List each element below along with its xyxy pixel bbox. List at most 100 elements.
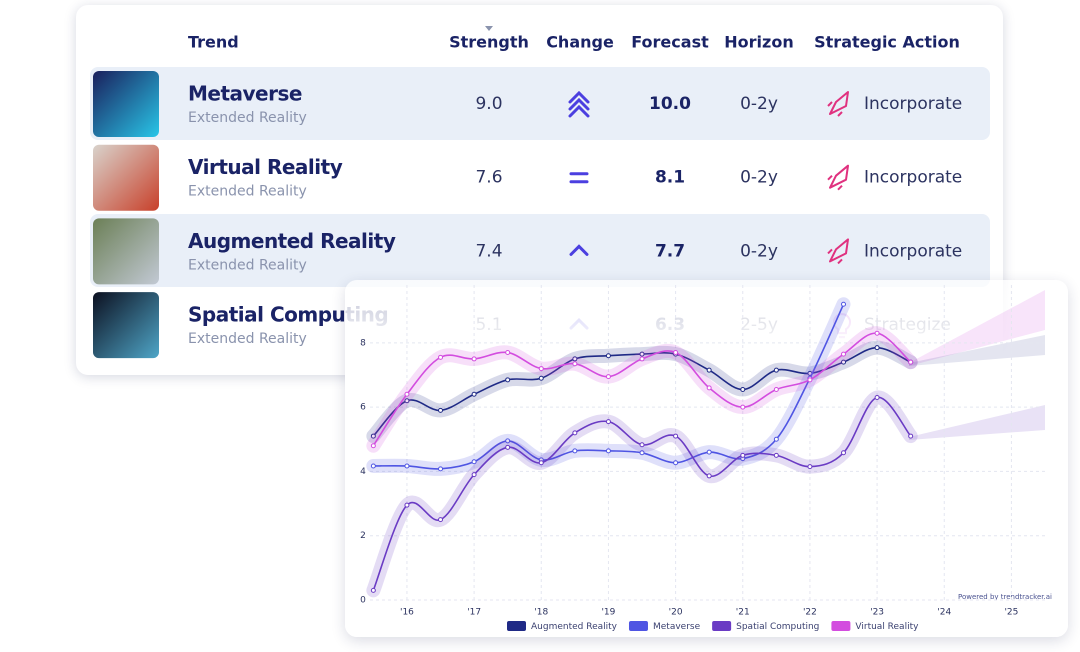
chart-card: [345, 280, 1068, 637]
trend-thumbnail: [93, 292, 159, 359]
data-point: [538, 366, 544, 372]
x-tick-label: '19: [601, 608, 615, 618]
data-point: [908, 433, 914, 439]
data-point: [404, 398, 410, 404]
data-point: [673, 460, 679, 466]
change-icon: [568, 90, 590, 118]
rocket-icon: [827, 91, 849, 117]
x-tick-label: '24: [937, 608, 951, 618]
data-point: [807, 377, 813, 383]
legend-swatch: [507, 621, 526, 631]
x-tick-label: '18: [534, 608, 548, 618]
x-tick-label: '17: [467, 608, 481, 618]
data-point: [874, 395, 880, 400]
data-point: [438, 354, 444, 360]
data-point: [706, 449, 712, 455]
row-highlight: [90, 214, 990, 287]
change-icon: [569, 172, 589, 184]
legend-swatch: [628, 621, 648, 631]
data-point: [538, 460, 544, 466]
data-point: [673, 433, 679, 439]
data-point: [639, 442, 645, 448]
data-point: [370, 433, 376, 439]
rocket-icon: [827, 164, 849, 191]
change-icon: [569, 244, 589, 256]
data-point: [740, 452, 746, 458]
legend-swatch: [712, 621, 732, 631]
data-point: [370, 443, 376, 449]
column-header: Horizon: [724, 33, 793, 52]
data-point: [471, 472, 477, 478]
data-point: [841, 351, 847, 357]
column-header: Change: [546, 33, 614, 52]
plot-area: [366, 297, 918, 598]
data-point: [706, 367, 712, 373]
trend-category: Extended Reality: [188, 110, 307, 126]
data-point: [538, 375, 544, 381]
trend-table: Trend Strength Change Forecast Horizon Strate…: [90, 26, 990, 359]
forecast-band: [909, 335, 1045, 366]
strength: 7.4: [475, 241, 502, 261]
x-tick-label: '23: [870, 608, 884, 618]
sort-indicator: [485, 26, 493, 31]
trend-name: Augmented Reality: [188, 229, 396, 253]
x-tick-label: '20: [669, 608, 683, 618]
trend-thumbnail: [93, 144, 159, 211]
data-point: [706, 473, 712, 479]
trend-category: Extended Reality: [188, 331, 307, 347]
data-point: [605, 374, 611, 380]
y-tick-label: 0: [360, 596, 366, 606]
data-point: [404, 463, 410, 469]
forecast: 8.1: [655, 168, 685, 188]
data-point: [438, 466, 444, 472]
data-point: [505, 444, 511, 450]
x-tick-label: '16: [400, 608, 414, 618]
data-point: [572, 430, 578, 436]
data-point: [874, 345, 880, 351]
x-tick-label: '21: [736, 608, 750, 618]
data-point: [639, 351, 645, 357]
horizon: 0-2y: [740, 241, 778, 261]
trend-thumbnail: [93, 218, 159, 285]
column-header: Trend: [188, 33, 239, 52]
data-point: [404, 502, 410, 508]
legend-label: Spatial Computing: [736, 622, 819, 632]
data-point: [438, 517, 444, 523]
data-point: [773, 367, 779, 373]
data-point: [505, 377, 511, 383]
data-point: [773, 386, 779, 392]
x-tick-label: '25: [1004, 608, 1018, 618]
data-point: [404, 391, 410, 397]
data-point: [605, 448, 611, 454]
data-point: [841, 359, 847, 365]
data-point: [841, 301, 847, 307]
y-tick-label: 2: [360, 531, 366, 541]
data-point: [505, 438, 511, 444]
confidence-band: [366, 390, 918, 598]
forecast: 7.7: [655, 241, 685, 261]
data-point: [673, 350, 679, 355]
horizon: 0-2y: [740, 94, 778, 114]
data-point: [773, 436, 779, 442]
legend-label: Metaverse: [653, 622, 701, 632]
data-point: [605, 353, 611, 359]
data-point: [572, 361, 578, 367]
y-tick-label: 4: [360, 467, 366, 477]
data-point: [740, 386, 746, 392]
column-header: Forecast: [631, 33, 709, 52]
credit: Powered by trendtracker.ai: [958, 593, 1052, 601]
data-point: [841, 450, 847, 456]
data-point: [370, 463, 376, 469]
data-point: [639, 450, 645, 456]
strength: 9.0: [475, 94, 502, 114]
legend-swatch: [831, 621, 851, 631]
data-point: [471, 356, 477, 362]
data-point: [706, 385, 712, 391]
column-header: Strength: [449, 33, 529, 52]
trend-thumbnail: [93, 71, 159, 137]
rocket-icon: [827, 238, 849, 265]
strength: 7.6: [475, 168, 502, 188]
data-point: [874, 330, 880, 336]
